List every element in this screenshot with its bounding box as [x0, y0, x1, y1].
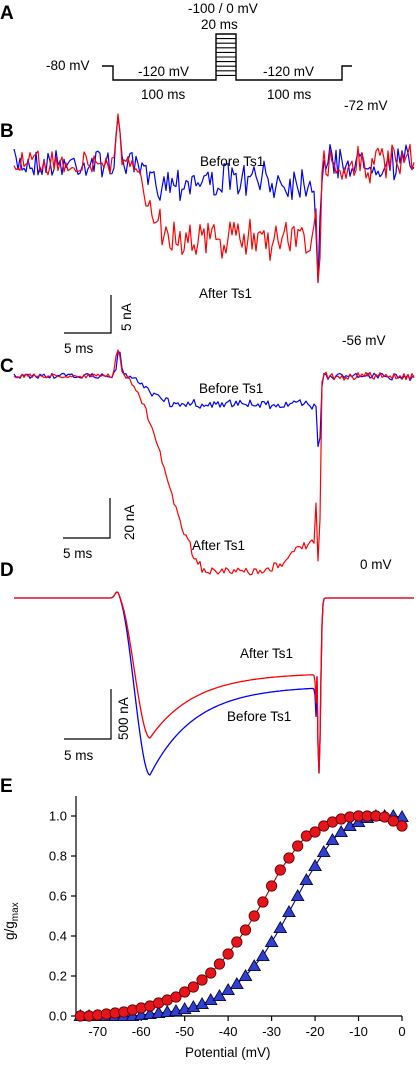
- panel-e: E g/gmax -70 -60 -50 -40 -30 -20 -10 0 0.0 0.2 0.4…: [0, 776, 409, 1060]
- after-ts1-point: [283, 852, 295, 864]
- x-tick-label: -20: [306, 1024, 325, 1039]
- before-ts1-point: [212, 988, 227, 1002]
- protocol-step-lines: [216, 38, 236, 76]
- y-axis-label: g/gmax: [2, 902, 21, 940]
- after-ts1-point: [257, 896, 269, 908]
- panel-b-scale-bar: [64, 295, 112, 334]
- post-pulse-duration-label: 100 ms: [267, 87, 312, 102]
- y-tick-label: 0.6: [49, 889, 67, 904]
- y-axis-label-main: g/g: [2, 921, 17, 940]
- panel-d-voltage-label: 0 mV: [360, 557, 392, 572]
- x-axis-label: Potential (mV): [185, 1045, 271, 1060]
- x-tick-label: -10: [349, 1024, 368, 1039]
- post-pulse-potential-label: -120 mV: [263, 64, 314, 79]
- panel-c: C -56 mV Before Ts1 After Ts1 20 nA 5 ms: [0, 333, 415, 576]
- panel-b-before-trace: [13, 116, 415, 284]
- y-tick-label: 1.0: [49, 809, 67, 824]
- panel-c-after-label: After Ts1: [192, 538, 245, 553]
- panel-d-scale-time: 5 ms: [64, 748, 94, 763]
- test-step-duration-label: 20 ms: [201, 17, 238, 32]
- y-tick-label: 0.4: [49, 929, 67, 944]
- panel-c-before-label: Before Ts1: [199, 381, 263, 396]
- after-ts1-point: [187, 981, 199, 993]
- before-ts1-point: [334, 824, 349, 838]
- after-ts1-point: [396, 820, 408, 832]
- before-ts1-point: [290, 888, 305, 902]
- panel-d-after-trace: [14, 591, 414, 774]
- x-tick-label: -40: [219, 1024, 238, 1039]
- panel-b-after-label: After Ts1: [199, 286, 252, 301]
- before-ts1-point: [264, 934, 279, 948]
- before-ts1-point: [299, 872, 314, 886]
- panel-b: B -72 mV Before Ts1 After Ts1 5 nA 5 ms: [0, 98, 415, 356]
- after-ts1-point: [196, 974, 208, 986]
- after-ts1-point: [170, 991, 182, 1003]
- before-ts1-point: [273, 920, 288, 934]
- panel-d: D 0 mV After Ts1 Before Ts1 500 nA 5 ms: [0, 557, 414, 776]
- panel-b-after-trace: [13, 113, 415, 283]
- before-ts1-point: [238, 968, 253, 982]
- panel-b-scale-time: 5 ms: [64, 341, 94, 356]
- panel-d-scale-current: 500 nA: [116, 697, 131, 740]
- y-axis-label-sub: max: [10, 902, 21, 921]
- panel-e-markers: [73, 808, 409, 1022]
- panel-b-letter: B: [0, 121, 14, 142]
- x-tick-label: -60: [132, 1024, 151, 1039]
- panel-b-voltage-label: -72 mV: [344, 98, 388, 113]
- panel-c-letter: C: [0, 356, 14, 377]
- x-tick-label: -70: [88, 1024, 107, 1039]
- after-ts1-point: [309, 826, 321, 838]
- y-tick-label: 0.2: [49, 969, 67, 984]
- after-ts1-point: [239, 924, 252, 936]
- y-tick-label: 0.0: [49, 1009, 67, 1024]
- panel-e-letter: E: [0, 776, 13, 797]
- panel-c-scale-current: 20 nA: [122, 505, 137, 540]
- before-ts1-point: [325, 832, 340, 846]
- panel-d-before-label: Before Ts1: [227, 709, 291, 724]
- before-ts1-point: [247, 958, 262, 972]
- panel-d-after-label: After Ts1: [240, 646, 293, 661]
- x-tick-label: -30: [262, 1024, 281, 1039]
- before-ts1-point: [221, 982, 236, 996]
- panel-a: A -80 mV -120 mV 100 ms -100 / 0 mV 20 m…: [0, 1, 352, 102]
- after-ts1-point: [231, 936, 243, 948]
- panel-c-scale-time: 5 ms: [63, 546, 93, 561]
- panel-e-axes: -70 -60 -50 -40 -30 -20 -10 0 0.0 0.2 0.4 0.6 0.8 1.0: [49, 796, 406, 1039]
- panel-c-after-trace: [13, 349, 415, 576]
- panel-d-scale-bar: [64, 689, 112, 740]
- after-ts1-point: [205, 967, 217, 979]
- before-ts1-point: [308, 858, 322, 872]
- panel-c-voltage-label: -56 mV: [342, 333, 386, 348]
- before-ts1-point: [256, 948, 270, 962]
- y-tick-label: 0.8: [49, 849, 67, 864]
- after-ts1-point: [274, 864, 286, 876]
- panel-b-scale-current: 5 nA: [119, 303, 134, 331]
- protocol-trace: [102, 33, 352, 81]
- before-ts1-point: [282, 904, 296, 918]
- after-ts1-point: [387, 815, 399, 827]
- x-tick-label: 0: [398, 1024, 405, 1039]
- panel-c-before-trace: [13, 351, 415, 448]
- x-tick-label: -50: [175, 1024, 194, 1039]
- before-ts1-point: [316, 844, 331, 858]
- after-ts1-point: [292, 840, 304, 852]
- after-ts1-point: [265, 880, 278, 892]
- panel-a-letter: A: [0, 3, 14, 24]
- after-ts1-point: [179, 986, 191, 998]
- holding-potential-label: -80 mV: [46, 58, 90, 73]
- test-step-potential-label: -100 / 0 mV: [188, 1, 258, 16]
- panel-d-letter: D: [0, 560, 14, 581]
- panel-c-scale-bar: [63, 498, 111, 539]
- pre-pulse-duration-label: 100 ms: [141, 87, 186, 102]
- after-ts1-point: [222, 948, 234, 960]
- after-ts1-point: [213, 958, 226, 970]
- before-ts1-point: [229, 976, 244, 990]
- panel-b-before-label: Before Ts1: [200, 154, 264, 169]
- after-ts1-point: [248, 910, 260, 922]
- pre-pulse-potential-label: -120 mV: [138, 64, 189, 79]
